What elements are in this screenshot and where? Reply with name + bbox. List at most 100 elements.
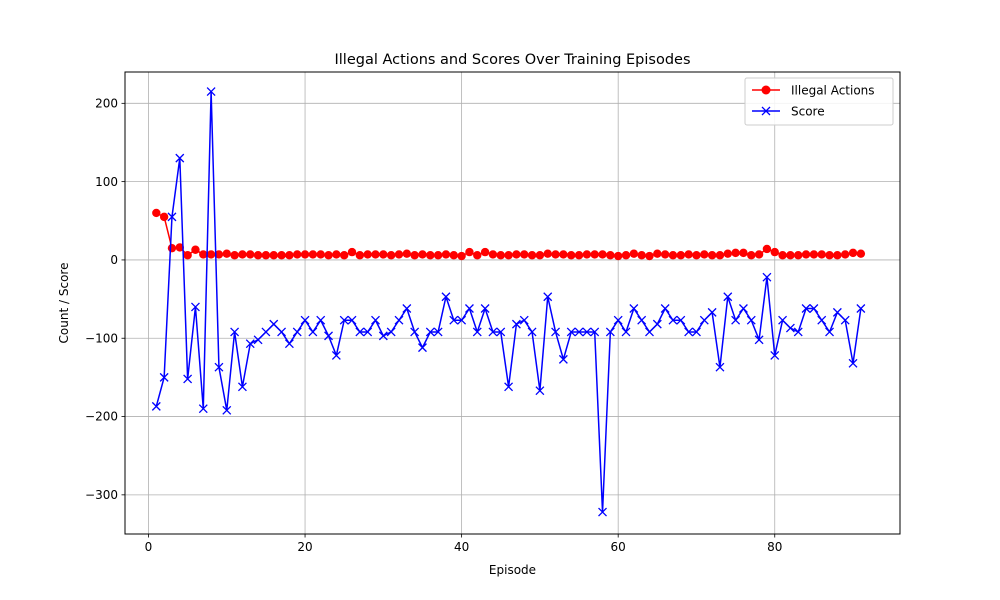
point-score <box>746 315 756 325</box>
y-tick-label: 100 <box>95 175 118 189</box>
point-score <box>637 315 647 325</box>
point-score <box>183 374 193 384</box>
point-illegal-actions <box>308 250 318 259</box>
point-score <box>402 304 412 313</box>
point-score <box>277 327 287 337</box>
point-score <box>425 327 435 337</box>
point-illegal-actions <box>418 250 427 259</box>
point-illegal-actions <box>574 251 584 260</box>
point-illegal-actions <box>285 251 294 260</box>
point-score <box>754 335 764 345</box>
plot-frame <box>124 71 901 535</box>
point-score <box>159 372 169 382</box>
ticks: 0 20 40 60 80 −300 −200 −100 0 100 200 <box>85 97 782 554</box>
point-illegal-actions <box>433 251 443 260</box>
point-illegal-actions <box>379 250 388 259</box>
point-score <box>832 307 842 317</box>
point-illegal-actions <box>770 247 779 257</box>
point-illegal-actions <box>206 250 216 259</box>
point-illegal-actions <box>747 251 756 260</box>
point-score <box>684 327 694 337</box>
point-illegal-actions <box>668 251 678 260</box>
point-score <box>723 292 733 302</box>
point-illegal-actions <box>386 251 396 260</box>
point-illegal-actions <box>590 250 599 259</box>
point-illegal-actions <box>567 251 576 260</box>
point-score <box>613 315 623 325</box>
point-illegal-actions <box>465 247 474 257</box>
y-tick-label: −300 <box>85 488 118 502</box>
point-score <box>386 327 396 337</box>
x-tick-label: 60 <box>611 540 626 554</box>
point-score <box>190 302 200 312</box>
point-illegal-actions <box>332 250 341 259</box>
point-illegal-actions <box>786 251 795 260</box>
point-illegal-actions <box>426 251 435 260</box>
point-illegal-actions <box>543 249 552 258</box>
point-illegal-actions <box>175 243 184 252</box>
y-tick-label: 0 <box>110 253 118 267</box>
point-score <box>214 362 224 372</box>
point-score <box>801 304 811 313</box>
point-illegal-actions <box>707 251 717 260</box>
point-score <box>363 327 373 337</box>
x-tick-label: 40 <box>454 540 469 554</box>
point-illegal-actions <box>410 251 419 260</box>
point-illegal-actions <box>692 251 701 260</box>
point-illegal-actions <box>833 251 842 260</box>
point-score <box>371 315 380 325</box>
point-illegal-actions <box>191 245 200 254</box>
y-tick-label: 200 <box>95 97 118 111</box>
point-illegal-actions <box>504 251 513 260</box>
point-score <box>793 327 803 337</box>
point-illegal-actions <box>347 247 357 257</box>
point-score <box>300 315 310 325</box>
point-illegal-actions <box>394 250 404 259</box>
point-illegal-actions <box>527 251 537 260</box>
point-score <box>308 327 318 337</box>
point-score <box>167 212 177 222</box>
point-illegal-actions <box>754 250 764 259</box>
point-score <box>785 323 795 333</box>
point-illegal-actions <box>598 250 607 259</box>
point-illegal-actions <box>621 251 631 260</box>
point-illegal-actions <box>535 251 545 260</box>
legend: Illegal Actions Score <box>744 77 894 126</box>
point-score <box>433 327 443 337</box>
chart-title: Illegal Actions and Scores Over Training… <box>334 52 690 68</box>
point-score <box>543 292 553 302</box>
point-score <box>488 327 498 337</box>
point-illegal-actions <box>856 249 866 258</box>
point-score <box>253 335 263 345</box>
point-illegal-actions <box>261 251 271 260</box>
point-illegal-actions <box>496 251 505 260</box>
point-illegal-actions <box>801 250 811 259</box>
point-score <box>324 331 333 341</box>
point-illegal-actions <box>762 244 772 254</box>
point-score <box>582 327 592 337</box>
point-illegal-actions <box>723 249 732 258</box>
point-score <box>676 315 686 325</box>
point-illegal-actions <box>300 250 310 259</box>
point-score <box>441 292 451 302</box>
point-score <box>527 327 537 337</box>
point-illegal-actions <box>739 248 748 258</box>
point-score <box>660 304 670 313</box>
point-score <box>645 327 654 337</box>
point-illegal-actions <box>230 251 239 260</box>
point-illegal-actions <box>457 251 466 261</box>
point-score <box>230 327 240 337</box>
point-score <box>175 153 185 163</box>
point-illegal-actions <box>778 251 787 260</box>
point-illegal-actions <box>715 251 725 260</box>
series-illegal-actions <box>152 208 866 261</box>
point-illegal-actions <box>277 251 286 260</box>
point-score <box>590 327 600 337</box>
point-illegal-actions <box>794 251 803 260</box>
point-illegal-actions <box>520 250 529 259</box>
point-score <box>347 315 357 325</box>
point-score <box>621 327 631 337</box>
point-illegal-actions <box>402 249 412 258</box>
point-illegal-actions <box>645 251 654 261</box>
